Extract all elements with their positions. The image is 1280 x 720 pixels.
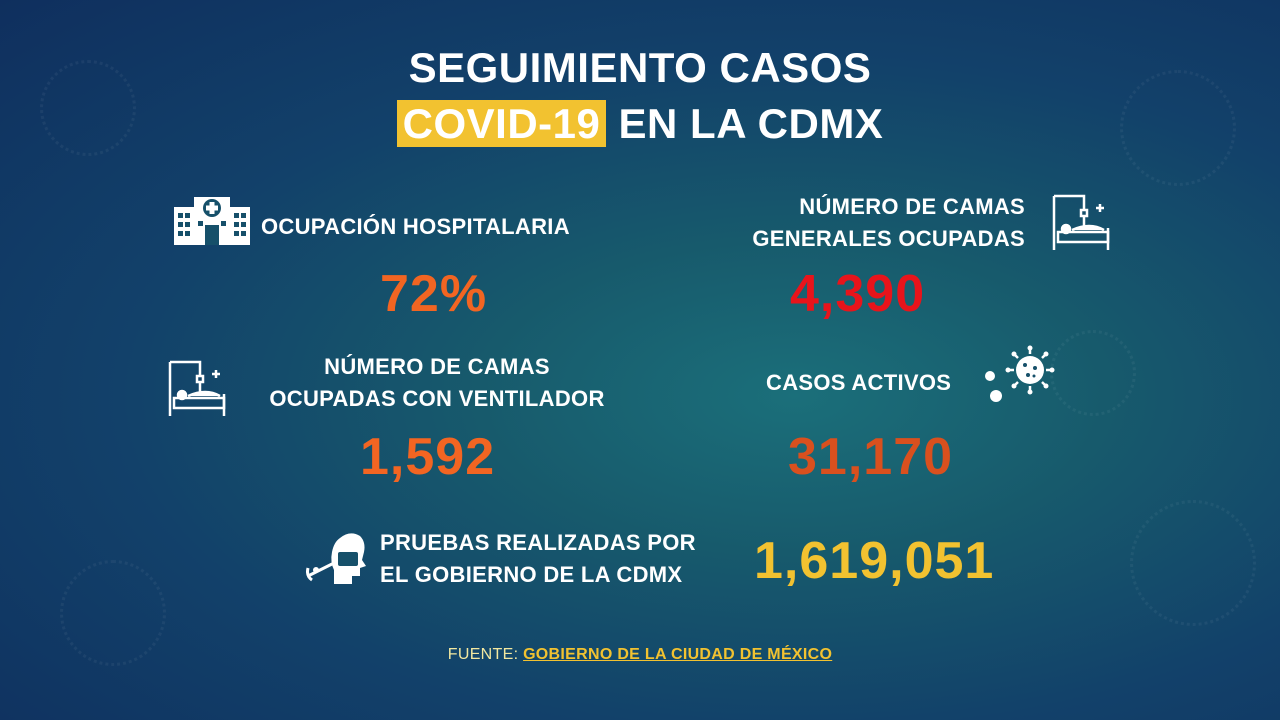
- hospital-icon: [174, 193, 250, 250]
- background-virus-decoration: [1050, 330, 1136, 416]
- source-footer: FUENTE: GOBIERNO DE LA CIUDAD DE MÉXICO: [0, 646, 1280, 664]
- swab-test-icon: [306, 530, 368, 591]
- background-virus-decoration: [40, 60, 136, 156]
- ocupacion-value: 72%: [380, 265, 488, 323]
- background-virus-decoration: [1120, 70, 1236, 186]
- virus-icon: [980, 344, 1060, 413]
- title-rest: EN LA CDMX: [606, 100, 884, 147]
- page-title-line-2: COVID-19 EN LA CDMX: [0, 100, 1280, 148]
- page-title-line-1: SEGUIMIENTO CASOS: [408, 44, 872, 91]
- pruebas-label-line-2: EL GOBIERNO DE LA CDMX: [380, 562, 683, 587]
- title-highlight: COVID-19: [396, 100, 607, 147]
- hospital-bed-icon: [166, 358, 230, 423]
- source-link[interactable]: GOBIERNO DE LA CIUDAD DE MÉXICO: [523, 646, 833, 663]
- camas-generales-label-line-1: NÚMERO DE CAMAS: [799, 194, 1025, 219]
- camas-ventilador-label-line-1: NÚMERO DE CAMAS: [324, 354, 550, 379]
- casos-activos-value: 31,170: [788, 428, 954, 486]
- ocupacion-label: OCUPACIÓN HOSPITALARIA: [261, 214, 570, 239]
- hospital-bed-icon: [1050, 192, 1114, 257]
- camas-generales-value: 4,390: [790, 265, 926, 323]
- pruebas-label-line-1: PRUEBAS REALIZADAS POR: [380, 530, 696, 555]
- camas-ventilador-value: 1,592: [360, 428, 496, 486]
- camas-ventilador-label-line-2: OCUPADAS CON VENTILADOR: [269, 386, 605, 411]
- background-virus-decoration: [60, 560, 166, 666]
- background-virus-decoration: [1130, 500, 1256, 626]
- camas-generales-label-line-2: GENERALES OCUPADAS: [752, 226, 1025, 251]
- pruebas-value: 1,619,051: [754, 532, 995, 590]
- casos-activos-label: CASOS ACTIVOS: [766, 370, 952, 395]
- source-prefix: FUENTE:: [447, 646, 524, 663]
